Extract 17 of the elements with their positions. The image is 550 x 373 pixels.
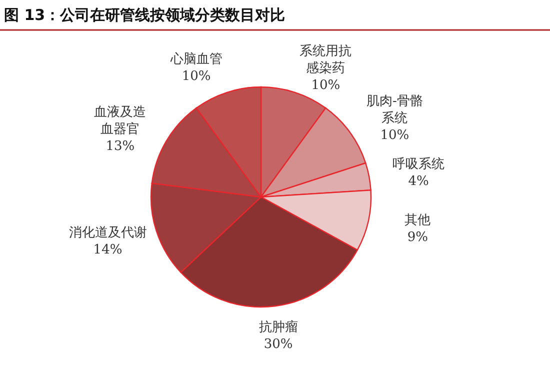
slice-label: 其他 xyxy=(404,213,431,228)
slice-label: 血液及造血器官 xyxy=(94,104,146,137)
slice-label: 呼吸系统 xyxy=(392,157,445,172)
data-label: 30% xyxy=(264,336,293,352)
data-label: 13% xyxy=(106,138,135,154)
slice-label: 肌肉-骨骼系统 xyxy=(366,94,423,126)
slice-label: 心脑血管 xyxy=(169,50,222,67)
data-label: 10% xyxy=(380,128,410,143)
slice-label: 消化道及代谢 xyxy=(68,226,147,241)
slice-label: 抗肿瘤 xyxy=(258,318,298,335)
slice-label: 系统用抗感染药 xyxy=(300,44,352,76)
data-label: 10% xyxy=(311,78,340,93)
data-label: 10% xyxy=(182,68,211,84)
data-label: 14% xyxy=(93,242,122,258)
data-label: 9% xyxy=(407,230,428,246)
chart-title: 图 13：公司在研管线按领域分类数目对比 xyxy=(4,6,286,24)
data-label: 4% xyxy=(408,174,429,190)
